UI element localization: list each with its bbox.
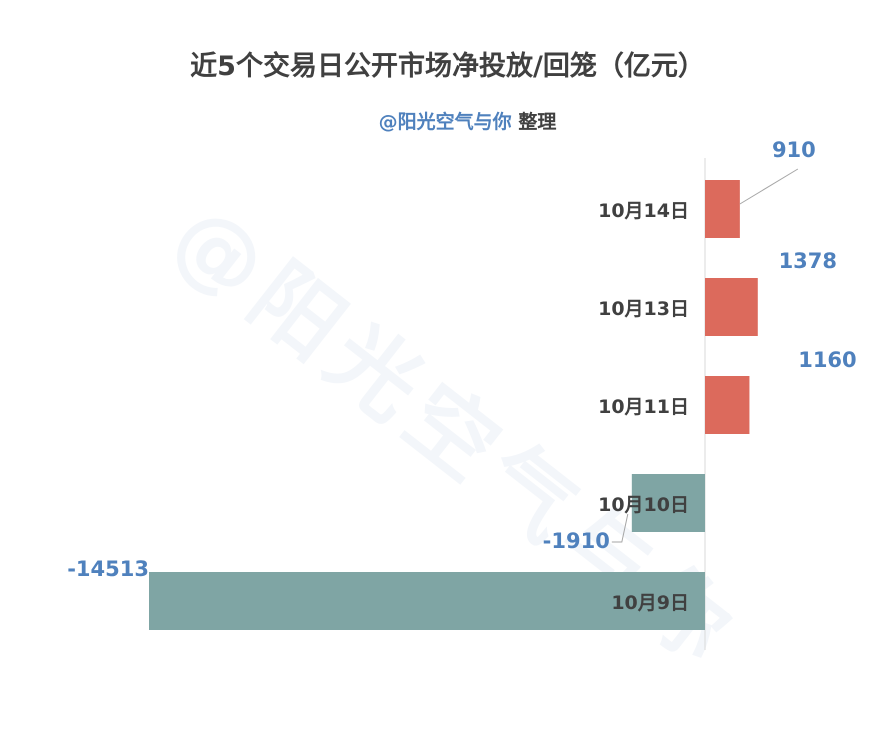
value-label: -14513	[67, 557, 149, 581]
chart-title: 近5个交易日公开市场净投放/回笼（亿元）	[190, 51, 705, 82]
category-label: 10月13日	[598, 298, 689, 320]
category-label: 10月11日	[598, 396, 689, 418]
category-label: 10月10日	[598, 494, 689, 516]
subtitle-suffix: 整理	[518, 111, 557, 133]
value-label: 1378	[779, 249, 837, 273]
chart-subtitle: @阳光空气与你 整理	[0, 107, 895, 134]
bar-10月13日	[705, 278, 758, 336]
bar-10月11日	[705, 376, 750, 434]
leader-line	[739, 168, 799, 205]
value-label: -1910	[543, 529, 610, 553]
value-label: 1160	[798, 348, 856, 372]
value-label: 910	[772, 138, 816, 162]
leader-line	[611, 513, 629, 543]
subtitle-handle: @阳光空气与你	[378, 111, 512, 133]
bar-10月14日	[705, 180, 740, 238]
bar-10月9日	[149, 572, 705, 630]
bar-10月10日	[631, 474, 705, 532]
category-label: 10月9日	[611, 592, 689, 614]
category-label: 10月14日	[598, 200, 689, 222]
